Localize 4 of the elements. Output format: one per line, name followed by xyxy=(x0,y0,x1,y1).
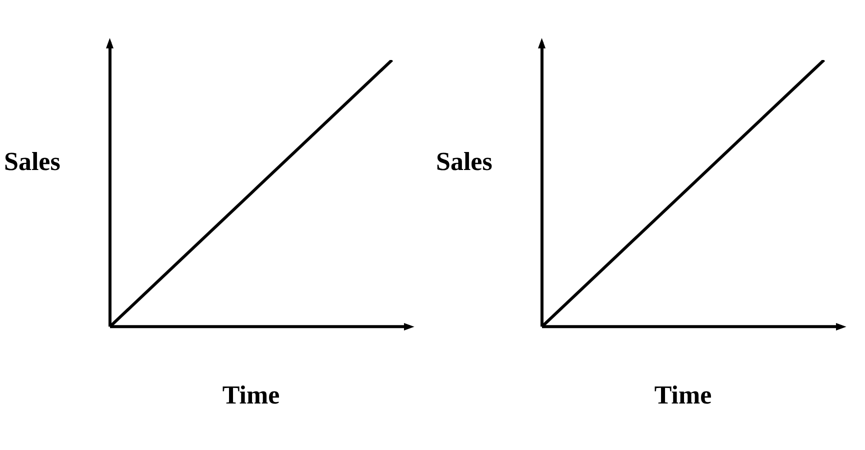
y-axis-title: Sales xyxy=(4,147,60,176)
x-axis-title: Time xyxy=(654,380,712,410)
y-axis-title: Sales xyxy=(436,147,492,176)
x-axis-title: Time xyxy=(222,380,280,410)
